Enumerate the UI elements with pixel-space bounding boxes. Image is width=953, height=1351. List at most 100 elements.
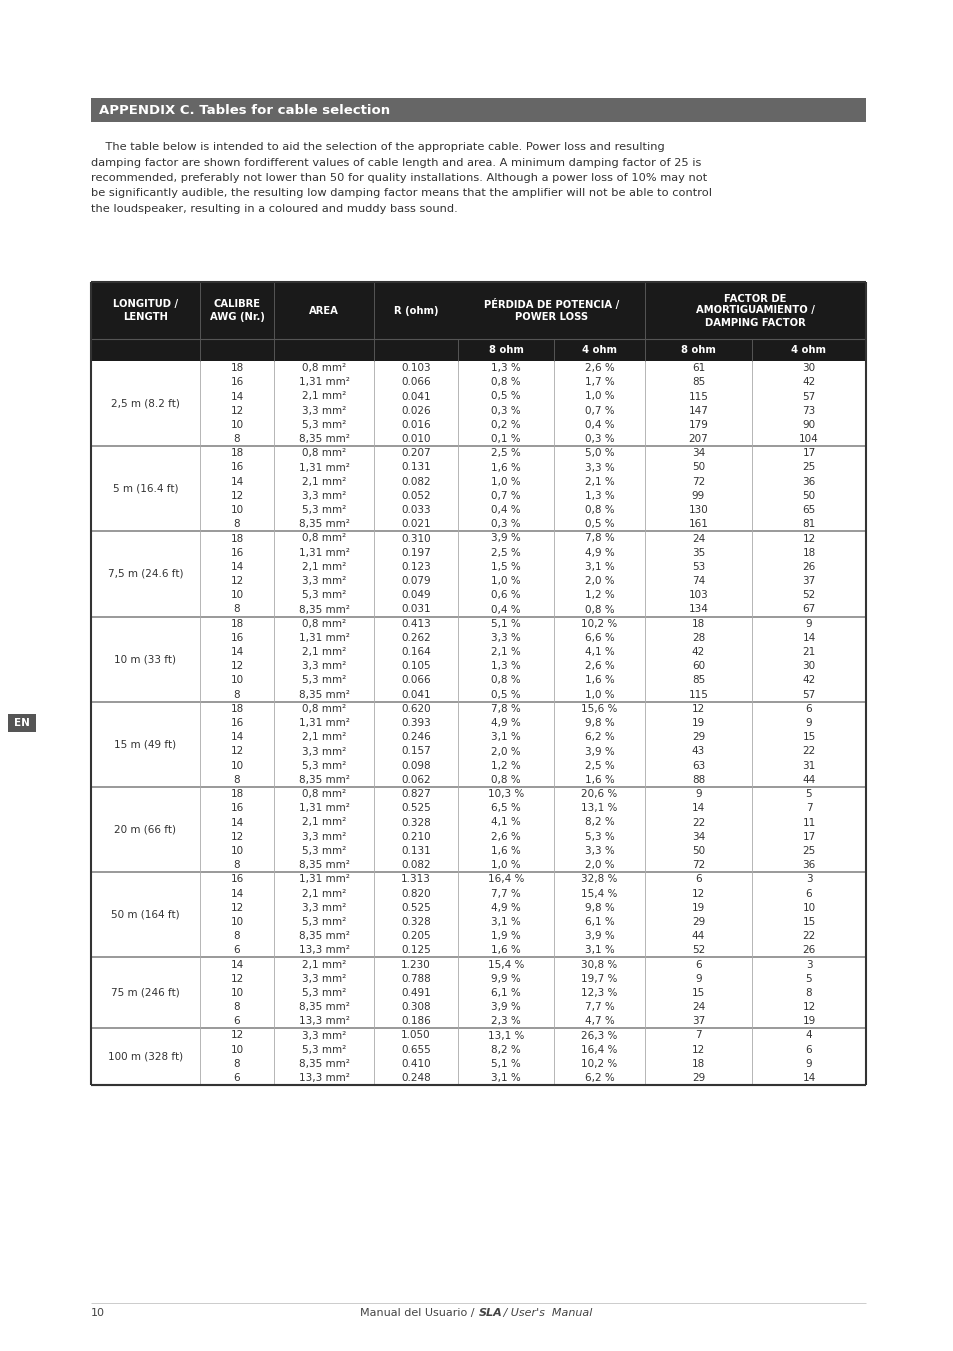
Text: 161: 161 xyxy=(688,519,708,530)
Text: 2,6 %: 2,6 % xyxy=(584,363,614,373)
Text: 103: 103 xyxy=(688,590,708,600)
Text: 24: 24 xyxy=(691,1002,704,1012)
Text: 115: 115 xyxy=(688,690,708,700)
Text: 0,8 mm²: 0,8 mm² xyxy=(301,363,346,373)
Text: 1,6 %: 1,6 % xyxy=(491,462,520,473)
Text: 1,7 %: 1,7 % xyxy=(584,377,614,388)
Text: 36: 36 xyxy=(801,861,815,870)
Text: 7,7 %: 7,7 % xyxy=(584,1002,614,1012)
Text: 29: 29 xyxy=(691,917,704,927)
Bar xyxy=(91,282,865,361)
Text: 0.157: 0.157 xyxy=(400,747,431,757)
Text: 2,3 %: 2,3 % xyxy=(491,1016,520,1027)
Text: 2,6 %: 2,6 % xyxy=(491,832,520,842)
Text: 0.033: 0.033 xyxy=(401,505,431,515)
Text: 8: 8 xyxy=(233,775,240,785)
Text: 63: 63 xyxy=(691,761,704,770)
Text: 75 m (246 ft): 75 m (246 ft) xyxy=(111,988,180,998)
Text: 18: 18 xyxy=(230,363,243,373)
Text: 3,3 mm²: 3,3 mm² xyxy=(301,1031,346,1040)
Text: 15,6 %: 15,6 % xyxy=(580,704,617,713)
Text: 0,5 %: 0,5 % xyxy=(584,519,614,530)
Text: 115: 115 xyxy=(688,392,708,401)
Text: 34: 34 xyxy=(691,449,704,458)
Text: 1,2 %: 1,2 % xyxy=(491,761,520,770)
Text: 0.031: 0.031 xyxy=(401,604,431,615)
Text: 4,9 %: 4,9 % xyxy=(584,547,614,558)
Text: 12,3 %: 12,3 % xyxy=(580,988,617,998)
Text: 10: 10 xyxy=(231,1044,243,1055)
Text: 8: 8 xyxy=(805,988,811,998)
Text: the loudspeaker, resulting in a coloured and muddy bass sound.: the loudspeaker, resulting in a coloured… xyxy=(91,204,457,213)
Text: 43: 43 xyxy=(691,747,704,757)
Text: 3,3 mm²: 3,3 mm² xyxy=(301,490,346,501)
Text: 15 m (49 ft): 15 m (49 ft) xyxy=(114,739,176,750)
Text: 0.103: 0.103 xyxy=(401,363,431,373)
Text: 2,0 %: 2,0 % xyxy=(491,747,520,757)
Text: 3,9 %: 3,9 % xyxy=(491,534,520,543)
Text: 2,6 %: 2,6 % xyxy=(584,661,614,671)
Text: 18: 18 xyxy=(230,789,243,798)
Text: 2,5 %: 2,5 % xyxy=(491,547,520,558)
Text: 0.125: 0.125 xyxy=(400,946,431,955)
Text: 25: 25 xyxy=(801,846,815,857)
Text: 2,1 mm²: 2,1 mm² xyxy=(301,732,346,742)
Text: LONGITUD /
LENGTH: LONGITUD / LENGTH xyxy=(112,299,178,322)
Text: 16: 16 xyxy=(230,719,243,728)
Text: 52: 52 xyxy=(801,590,815,600)
Text: 13,1 %: 13,1 % xyxy=(487,1031,523,1040)
Text: SLA: SLA xyxy=(478,1308,501,1319)
Text: 1,31 mm²: 1,31 mm² xyxy=(298,377,349,388)
Text: 10: 10 xyxy=(231,590,243,600)
Text: 0,8 %: 0,8 % xyxy=(584,604,614,615)
Text: 3,1 %: 3,1 % xyxy=(491,1073,520,1084)
Text: 8: 8 xyxy=(233,519,240,530)
Text: 0,8 mm²: 0,8 mm² xyxy=(301,449,346,458)
Text: 5,3 mm²: 5,3 mm² xyxy=(301,420,346,430)
Text: 5,3 mm²: 5,3 mm² xyxy=(301,846,346,857)
Text: 16,4 %: 16,4 % xyxy=(580,1044,617,1055)
Text: R (ohm): R (ohm) xyxy=(394,305,437,316)
Text: 6,2 %: 6,2 % xyxy=(584,732,614,742)
Bar xyxy=(8,715,36,732)
Text: 9,8 %: 9,8 % xyxy=(584,902,614,913)
Text: 14: 14 xyxy=(230,647,243,657)
Text: 16: 16 xyxy=(230,547,243,558)
Text: 5,1 %: 5,1 % xyxy=(491,1059,520,1069)
Text: 1,31 mm²: 1,31 mm² xyxy=(298,719,349,728)
Text: 81: 81 xyxy=(801,519,815,530)
Bar xyxy=(91,1028,865,1085)
Text: 26: 26 xyxy=(801,562,815,571)
Text: 2,1 mm²: 2,1 mm² xyxy=(301,562,346,571)
Text: 2,5 %: 2,5 % xyxy=(491,449,520,458)
Text: 16: 16 xyxy=(230,632,243,643)
Text: 12: 12 xyxy=(801,1002,815,1012)
Text: 130: 130 xyxy=(688,505,708,515)
Text: 3,9 %: 3,9 % xyxy=(584,931,614,942)
Text: 50: 50 xyxy=(801,490,815,501)
Text: 4,1 %: 4,1 % xyxy=(584,647,614,657)
Text: 0.620: 0.620 xyxy=(401,704,431,713)
Text: 0.049: 0.049 xyxy=(401,590,431,600)
Text: 14: 14 xyxy=(801,1073,815,1084)
Text: 17: 17 xyxy=(801,449,815,458)
Text: 0.210: 0.210 xyxy=(401,832,431,842)
Text: 1,3 %: 1,3 % xyxy=(491,363,520,373)
Text: 9: 9 xyxy=(805,719,811,728)
Text: 0.205: 0.205 xyxy=(401,931,431,942)
Text: 1,0 %: 1,0 % xyxy=(491,861,520,870)
Text: 11: 11 xyxy=(801,817,815,828)
Text: 30: 30 xyxy=(801,661,815,671)
Text: 14: 14 xyxy=(230,732,243,742)
Text: 1,6 %: 1,6 % xyxy=(584,775,614,785)
Text: 147: 147 xyxy=(688,405,708,416)
Text: 3,3 mm²: 3,3 mm² xyxy=(301,576,346,586)
Text: 5,3 mm²: 5,3 mm² xyxy=(301,505,346,515)
Text: 0.525: 0.525 xyxy=(400,804,431,813)
Text: 19: 19 xyxy=(691,719,704,728)
Text: 12: 12 xyxy=(230,747,243,757)
Text: 0,3 %: 0,3 % xyxy=(491,519,520,530)
Text: 17: 17 xyxy=(801,832,815,842)
Text: 2,0 %: 2,0 % xyxy=(584,861,614,870)
Text: 0,7 %: 0,7 % xyxy=(584,405,614,416)
